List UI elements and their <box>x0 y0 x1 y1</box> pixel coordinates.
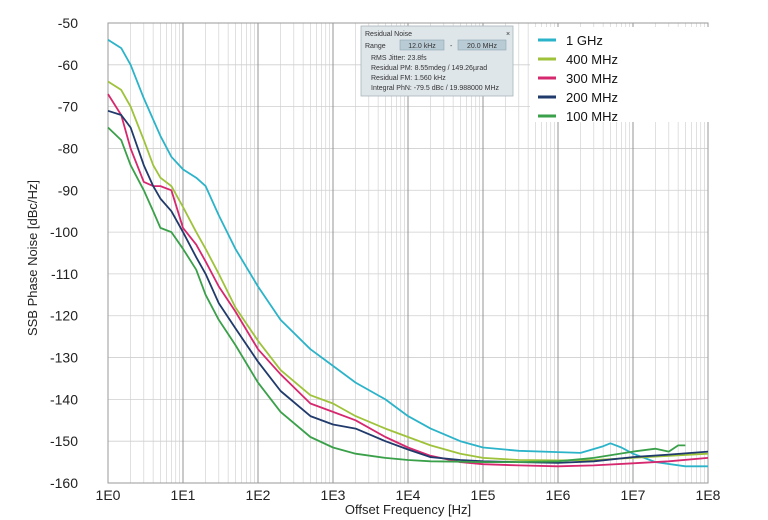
x-tick-label: 1E6 <box>546 487 571 503</box>
x-tick-label: 1E3 <box>321 487 346 503</box>
x-tick-label: 1E0 <box>96 487 121 503</box>
y-tick-label: -150 <box>50 433 78 449</box>
series-line-4 <box>107 126 686 463</box>
series-line-1 <box>107 80 709 462</box>
x-tick-label: 1E8 <box>696 487 721 503</box>
range-end-field[interactable] <box>457 39 507 51</box>
residual-pm: Residual PM: 8.55mdeg / 149.26µrad <box>371 65 487 72</box>
legend-background <box>530 27 710 122</box>
plot-area-frame <box>107 22 709 484</box>
residual-noise-title: Residual Noise <box>365 31 412 38</box>
range-start-field[interactable] <box>399 39 445 51</box>
y-tick-label: -90 <box>58 182 78 198</box>
range-label: Range <box>365 43 386 50</box>
x-axis-title: Offset Frequency [Hz] <box>345 502 471 517</box>
legend-label: 1 GHz <box>566 33 603 48</box>
y-tick-label: -70 <box>58 99 78 115</box>
y-axis-title: SSB Phase Noise [dBc/Hz] <box>25 180 40 336</box>
residual-fm: Residual FM: 1.560 kHz <box>371 75 446 82</box>
x-axis-ticks: 1E0 1E1 1E2 1E3 1E4 1E5 1E6 1E7 1E8 <box>96 487 721 503</box>
x-tick-label: 1E5 <box>471 487 496 503</box>
y-tick-label: -110 <box>51 266 78 282</box>
x-tick-label: 1E1 <box>171 487 196 503</box>
y-tick-label: -160 <box>50 475 78 491</box>
y-axis-ticks: -50 -60 -70 -80 -90 -100 -110 -120 -130 -140 -150 -… <box>50 15 78 491</box>
y-tick-label: -80 <box>58 140 78 156</box>
y-tick-label: -140 <box>50 391 78 407</box>
series-line-2 <box>107 93 709 468</box>
x-tick-label: 1E7 <box>621 487 646 503</box>
legend: 1 GHz 400 MHz 300 MHz 200 MHz 100 MHz <box>530 27 710 124</box>
range-start-value: 12.0 kHz <box>408 43 436 50</box>
legend-label: 200 MHz <box>566 90 618 105</box>
series-line-0 <box>107 38 708 468</box>
legend-label: 300 MHz <box>566 71 618 86</box>
y-tick-label: -50 <box>58 15 78 31</box>
x-tick-label: 1E4 <box>396 487 421 503</box>
residual-noise-box: Residual Noise × Range 12.0 kHz - 20.0 M… <box>360 25 514 97</box>
y-tick-label: -60 <box>58 57 78 73</box>
series-lines <box>107 38 709 468</box>
y-tick-label: -100 <box>50 224 78 240</box>
rms-jitter: RMS Jitter: 23.8fs <box>371 55 427 62</box>
y-tick-label: -130 <box>50 350 78 366</box>
residual-noise-box-background <box>360 25 514 97</box>
range-separator: - <box>450 43 453 50</box>
legend-label: 100 MHz <box>566 109 618 124</box>
x-tick-label: 1E2 <box>246 487 271 503</box>
integral-phn: Integral PhN: -79.5 dBc / 19.988000 MHz <box>371 85 500 92</box>
close-icon[interactable]: × <box>506 31 510 38</box>
y-tick-label: -120 <box>50 308 78 324</box>
range-end-value: 20.0 MHz <box>467 43 497 50</box>
legend-label: 400 MHz <box>566 52 618 67</box>
